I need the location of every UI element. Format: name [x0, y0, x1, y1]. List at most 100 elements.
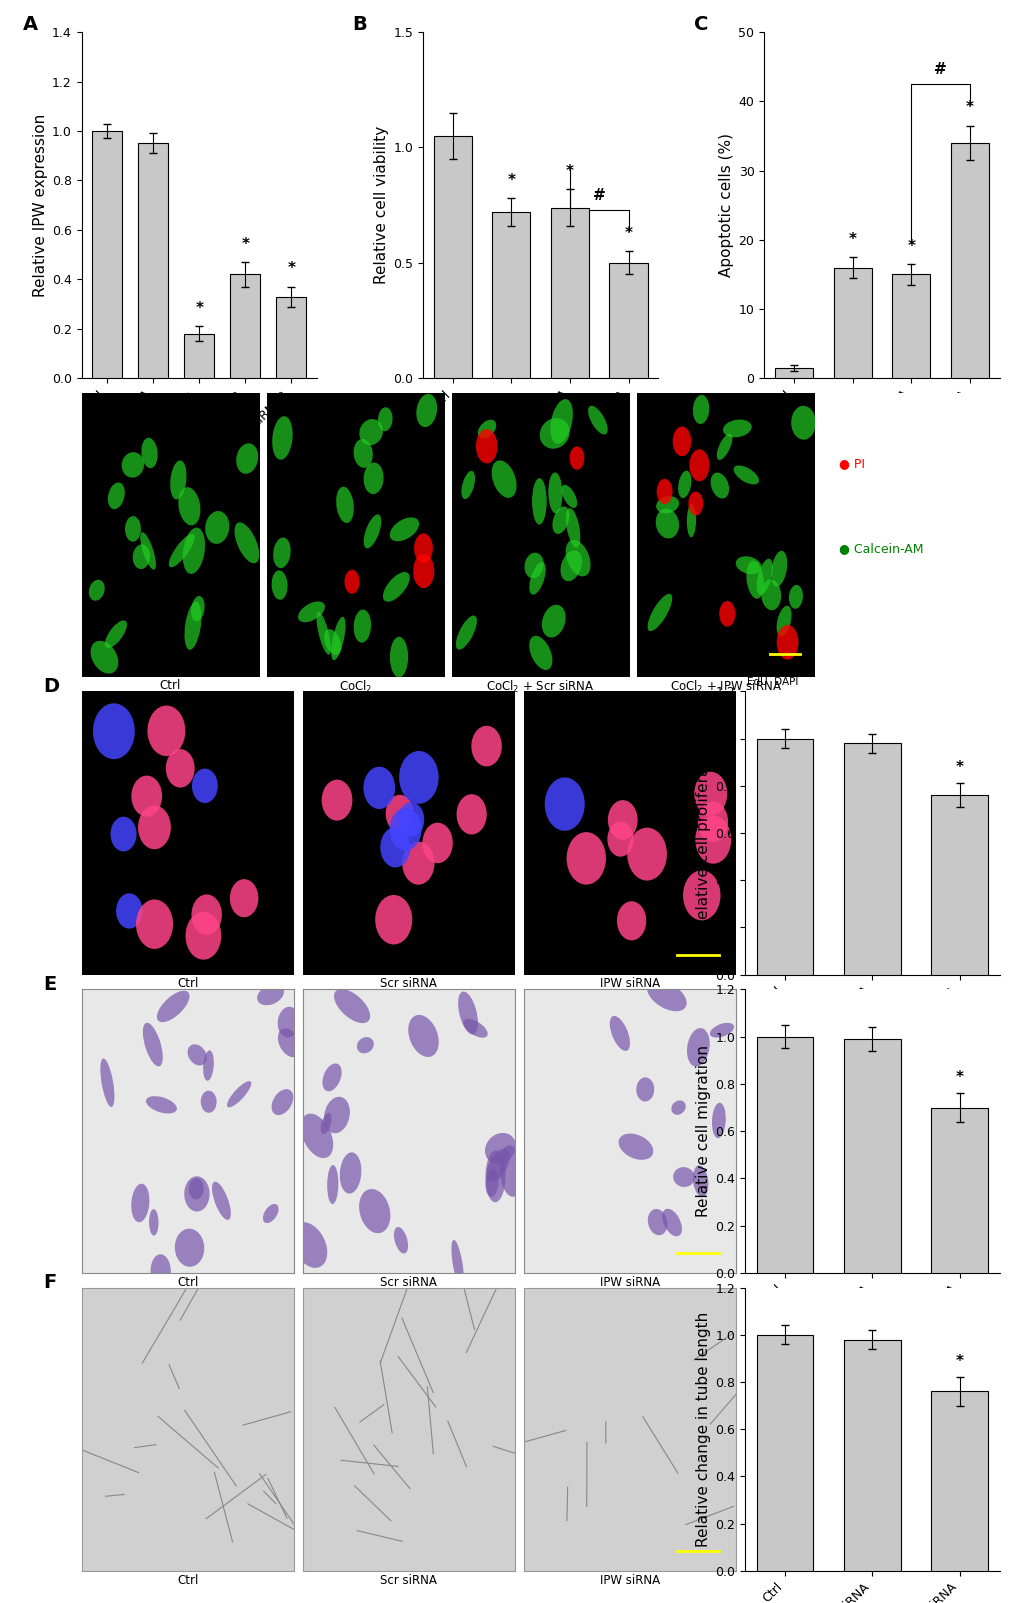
Y-axis label: Relative cell migration: Relative cell migration [695, 1045, 710, 1217]
Ellipse shape [132, 545, 150, 569]
Bar [609, 263, 647, 378]
Y-axis label: Apoptotic cells (%): Apoptotic cells (%) [718, 133, 734, 277]
Ellipse shape [143, 1023, 163, 1066]
Ellipse shape [416, 394, 437, 426]
Bar [892, 274, 929, 378]
Ellipse shape [548, 473, 561, 513]
Ellipse shape [236, 444, 258, 474]
Ellipse shape [140, 532, 156, 569]
Ellipse shape [205, 511, 229, 543]
Ellipse shape [566, 508, 580, 548]
Ellipse shape [661, 1209, 682, 1236]
Ellipse shape [499, 1145, 522, 1197]
Circle shape [131, 776, 162, 816]
Ellipse shape [324, 1096, 350, 1133]
Ellipse shape [257, 984, 283, 1005]
Text: *: * [955, 1069, 963, 1085]
Ellipse shape [105, 620, 126, 648]
Ellipse shape [722, 420, 751, 438]
Ellipse shape [108, 483, 124, 510]
Ellipse shape [609, 1016, 630, 1052]
Bar [774, 369, 812, 378]
Circle shape [544, 777, 584, 830]
Circle shape [566, 832, 605, 885]
Circle shape [694, 771, 727, 816]
X-axis label: Scr siRNA: Scr siRNA [380, 1276, 437, 1289]
Ellipse shape [678, 471, 691, 499]
Ellipse shape [121, 452, 144, 478]
Circle shape [192, 894, 222, 935]
Ellipse shape [524, 553, 543, 579]
X-axis label: Ctrl: Ctrl [177, 1276, 199, 1289]
Ellipse shape [354, 439, 372, 468]
Ellipse shape [711, 1103, 726, 1138]
Ellipse shape [263, 1204, 278, 1223]
Ellipse shape [541, 604, 566, 638]
Circle shape [695, 816, 731, 864]
Circle shape [627, 827, 666, 880]
Ellipse shape [364, 515, 381, 548]
Text: *: * [195, 301, 203, 316]
Y-axis label: Relative cell proliferation: Relative cell proliferation [695, 737, 710, 928]
Ellipse shape [277, 1029, 301, 1058]
Ellipse shape [382, 572, 410, 601]
Ellipse shape [191, 596, 205, 622]
Circle shape [363, 766, 394, 810]
Ellipse shape [775, 606, 791, 636]
Bar [950, 143, 988, 378]
Circle shape [93, 704, 135, 760]
Bar [930, 795, 987, 975]
Ellipse shape [298, 601, 325, 622]
Circle shape [414, 534, 432, 563]
Ellipse shape [560, 484, 577, 508]
Ellipse shape [486, 1149, 510, 1181]
Bar [276, 297, 306, 378]
Ellipse shape [636, 1077, 653, 1101]
Bar [492, 212, 530, 378]
X-axis label: IPW siRNA: IPW siRNA [599, 1276, 659, 1289]
Ellipse shape [529, 563, 545, 595]
Ellipse shape [91, 641, 118, 673]
Text: F: F [44, 1273, 57, 1292]
Ellipse shape [477, 420, 495, 439]
Ellipse shape [550, 399, 573, 444]
Ellipse shape [692, 394, 708, 423]
Circle shape [398, 750, 438, 803]
Ellipse shape [359, 1189, 390, 1233]
Ellipse shape [791, 406, 815, 439]
Ellipse shape [336, 487, 354, 523]
Text: *: * [906, 239, 914, 253]
Ellipse shape [566, 540, 590, 577]
Ellipse shape [174, 1228, 204, 1266]
Ellipse shape [760, 579, 781, 611]
Bar [139, 143, 168, 378]
Ellipse shape [333, 989, 370, 1023]
Ellipse shape [770, 551, 787, 587]
Ellipse shape [203, 1050, 214, 1080]
Text: *: * [848, 232, 856, 247]
Ellipse shape [316, 612, 330, 654]
Circle shape [689, 449, 709, 481]
Ellipse shape [560, 550, 582, 582]
Ellipse shape [378, 407, 392, 431]
Circle shape [775, 625, 798, 660]
Ellipse shape [151, 1254, 170, 1289]
Circle shape [607, 800, 637, 840]
Ellipse shape [201, 1090, 216, 1112]
Circle shape [697, 802, 728, 842]
Circle shape [471, 726, 501, 766]
Text: *: * [242, 237, 249, 252]
Ellipse shape [655, 495, 679, 513]
Text: *: * [506, 173, 515, 188]
Ellipse shape [184, 601, 201, 649]
Y-axis label: Relative IPW expression: Relative IPW expression [33, 114, 48, 297]
Ellipse shape [451, 1239, 464, 1287]
Ellipse shape [291, 1221, 327, 1268]
Ellipse shape [756, 559, 772, 595]
Text: C: C [693, 14, 707, 34]
Ellipse shape [529, 636, 552, 670]
Bar [930, 1391, 987, 1571]
Ellipse shape [359, 418, 382, 446]
Circle shape [110, 816, 137, 851]
Ellipse shape [212, 1181, 230, 1220]
